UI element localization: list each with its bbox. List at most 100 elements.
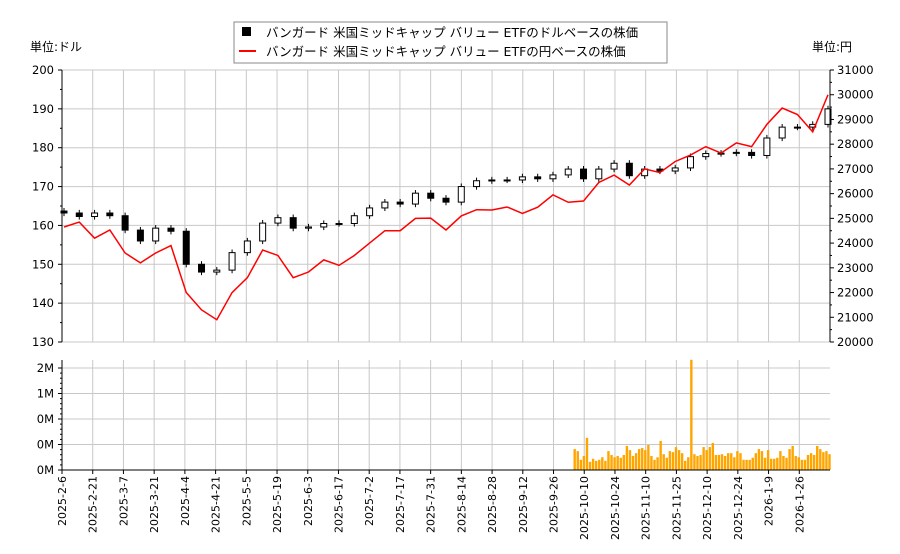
volume-bar: [819, 449, 822, 470]
volume-bar: [816, 446, 819, 470]
x-tick-label: 2025-7-31: [425, 476, 438, 533]
x-tick-label: 2026-1-9: [763, 476, 776, 526]
x-tick-label: 2025-9-12: [517, 476, 530, 533]
volume-bar: [751, 457, 754, 470]
volume-bar: [782, 455, 785, 470]
volume-bar: [659, 440, 662, 470]
volume-bar: [601, 457, 604, 470]
volume-bar: [656, 457, 659, 470]
left-axis-unit-label: 単位:ドル: [30, 39, 82, 54]
x-tick-label: 2025-6-3: [302, 476, 315, 526]
x-tick-label: 2025-5-19: [271, 476, 284, 533]
volume-bar: [714, 455, 718, 470]
candle-up: [228, 252, 236, 271]
x-tick-label: 2025-3-21: [148, 476, 161, 533]
left-y-tick-label: 160: [32, 218, 54, 232]
candle-up: [473, 180, 481, 188]
candle-up: [671, 167, 679, 172]
x-tick-label: 2025-7-17: [394, 476, 407, 533]
left-y-tick-label: 140: [32, 296, 54, 310]
volume-bar: [588, 461, 592, 470]
candle-up: [702, 153, 710, 158]
volume-bar: [668, 451, 672, 470]
x-tick-label: 2025-5-5: [240, 476, 253, 526]
volume-bar: [794, 455, 797, 470]
x-tick-label: 2025-11-10: [640, 476, 653, 540]
volume-bar: [671, 452, 675, 470]
volume-y-tick-label: 0M: [37, 438, 54, 452]
candle-down: [289, 217, 297, 229]
volume-bar: [610, 455, 613, 470]
candle-up: [595, 168, 603, 180]
volume-bar: [754, 453, 758, 470]
legend-usd-marker: [242, 27, 251, 36]
x-tick-label: 2025-6-17: [332, 476, 345, 533]
legend-usd-label: バンガード 米国ミッドキャップ バリュー ETFのドルベースの株価: [266, 25, 638, 40]
candle-up: [152, 227, 160, 242]
volume-bar: [720, 454, 724, 470]
right-y-tick-label: 21000: [837, 310, 874, 324]
volume-bar: [594, 460, 598, 470]
candle-down: [75, 212, 83, 217]
volume-bar: [812, 455, 816, 470]
candle-up: [350, 215, 358, 224]
volume-bar: [585, 437, 589, 470]
volume-bar: [763, 457, 767, 470]
volume-bar: [745, 459, 748, 470]
candle-down: [442, 197, 450, 203]
candle-up: [320, 222, 328, 228]
volume-bar: [822, 452, 825, 470]
volume-bar: [665, 457, 668, 470]
volume-bar: [607, 451, 610, 470]
right-y-tick-label: 22000: [837, 286, 874, 300]
candle-down: [580, 168, 588, 180]
volume-bar: [742, 459, 745, 470]
volume-bar: [653, 459, 656, 470]
x-tick-label: 2025-2-6: [56, 476, 69, 526]
candle-down: [167, 227, 175, 232]
right-y-tick-label: 30000: [837, 88, 874, 102]
volume-bar: [637, 449, 641, 470]
volume-bar: [625, 446, 629, 470]
volume-bar: [693, 454, 696, 470]
volume-bar: [705, 450, 708, 470]
x-tick-label: 2025-12-10: [701, 476, 714, 540]
legend-jpy-label: バンガード 米国ミッドキャップ バリュー ETFの円ベースの株価: [266, 44, 626, 59]
volume-y-tick-label: 0M: [37, 463, 54, 477]
candle-up: [610, 162, 618, 170]
candle-down: [60, 210, 68, 214]
volume-bar: [644, 450, 647, 470]
candle-up: [793, 126, 801, 129]
volume-y-tick-label: 1M: [37, 387, 54, 401]
volume-bar: [730, 453, 733, 470]
right-y-tick-label: 28000: [837, 137, 874, 151]
candle-up: [274, 217, 282, 224]
x-tick-label: 2025-4-4: [179, 476, 192, 526]
candle-up: [763, 137, 771, 156]
volume-bar: [800, 459, 804, 470]
volume-bar: [711, 442, 715, 470]
x-tick-label: 2025-9-26: [548, 476, 561, 533]
volume-bar: [825, 451, 828, 470]
volume-bar: [773, 458, 776, 470]
volume-bar: [690, 359, 693, 470]
candle-up: [411, 192, 419, 205]
candle-down: [625, 162, 633, 177]
volume-bar: [674, 447, 678, 470]
volume-bars: [573, 359, 831, 470]
volume-bar: [631, 455, 635, 470]
volume-bar: [662, 454, 665, 470]
candle-down: [396, 201, 404, 205]
volume-bar: [604, 460, 607, 470]
volume-bar: [699, 455, 702, 470]
x-tick-label: 2025-2-21: [87, 476, 100, 533]
candle-up: [213, 269, 221, 273]
volume-bar: [616, 455, 619, 470]
x-tick-label: 2025-10-10: [578, 476, 591, 540]
x-tick-label: 2025-3-7: [117, 476, 130, 526]
volume-bar: [809, 453, 813, 470]
candle-down: [136, 229, 144, 242]
volume-bar: [733, 457, 736, 470]
volume-bar: [828, 454, 831, 470]
